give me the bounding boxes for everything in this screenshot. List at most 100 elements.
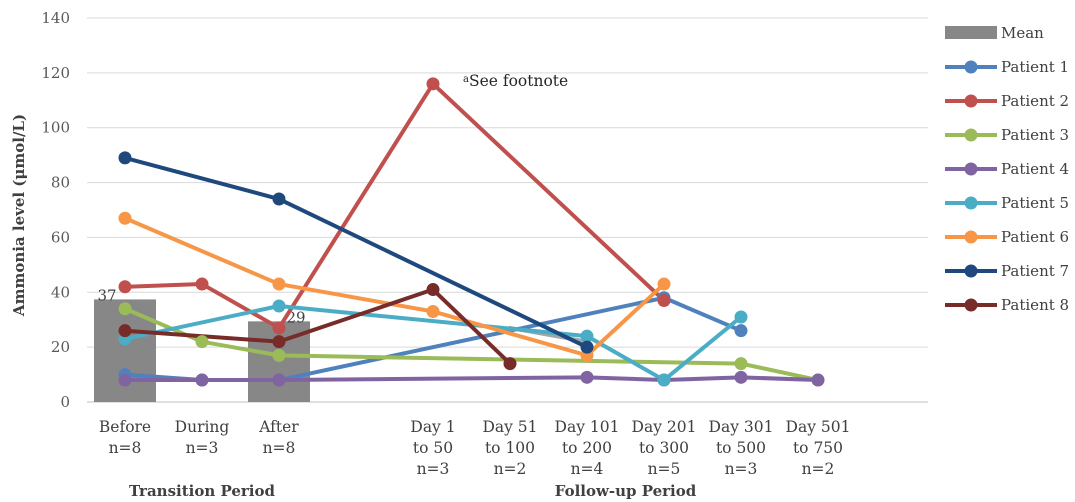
series-points bbox=[118, 77, 825, 387]
annotation-text: aSee footnote bbox=[463, 72, 568, 90]
x-tick-label: Day 101 bbox=[555, 418, 620, 436]
group-label: Transition Period bbox=[129, 482, 276, 500]
x-tick-label: Day 501 bbox=[786, 418, 851, 436]
legend-swatch-mean bbox=[945, 26, 997, 39]
mean-bar-label: 29 bbox=[286, 308, 305, 326]
data-point bbox=[195, 335, 209, 349]
series-line-patient-4 bbox=[123, 375, 820, 383]
x-axis-ticks: Before n=8 During n=3 After n=8 Day 1 to 50 n=3 D… bbox=[99, 418, 851, 478]
legend-label: Patient 2 bbox=[1001, 92, 1069, 110]
data-point bbox=[503, 357, 517, 371]
data-point bbox=[118, 324, 132, 338]
y-tick-label: 120 bbox=[41, 64, 70, 82]
group-label: Follow-up Period bbox=[555, 482, 697, 500]
x-tick-label: n=3 bbox=[186, 439, 219, 457]
x-axis-groups: Transition Period Follow-up Period bbox=[129, 482, 697, 500]
annotation-superscript: a bbox=[463, 74, 469, 85]
data-point bbox=[734, 324, 748, 338]
x-tick-label: n=2 bbox=[494, 460, 527, 478]
legend-label: Patient 6 bbox=[1001, 228, 1069, 246]
data-point bbox=[195, 277, 209, 291]
data-point bbox=[734, 370, 748, 384]
data-point bbox=[195, 373, 209, 387]
legend-swatch-marker bbox=[964, 298, 978, 312]
y-tick-label: 40 bbox=[51, 283, 70, 301]
data-point bbox=[272, 277, 286, 291]
data-point bbox=[734, 357, 748, 371]
legend-label: Patient 5 bbox=[1001, 194, 1069, 212]
annotation-body: See footnote bbox=[469, 72, 568, 90]
legend-label: Patient 1 bbox=[1001, 58, 1069, 76]
data-point bbox=[272, 321, 286, 335]
y-tick-label: 80 bbox=[51, 174, 70, 192]
legend-swatch-marker bbox=[964, 128, 978, 142]
data-point bbox=[580, 329, 594, 343]
data-point bbox=[272, 299, 286, 313]
x-tick-label: to 750 bbox=[793, 439, 843, 457]
x-tick-label: Day 1 bbox=[410, 418, 455, 436]
series-line-patient-7 bbox=[123, 155, 589, 350]
x-tick-label: n=3 bbox=[417, 460, 450, 478]
legend-swatch-marker bbox=[964, 94, 978, 108]
data-point bbox=[734, 310, 748, 324]
data-point bbox=[657, 373, 671, 387]
x-tick-label: n=8 bbox=[109, 439, 142, 457]
x-tick-label: to 300 bbox=[639, 439, 689, 457]
x-tick-label: n=4 bbox=[571, 460, 604, 478]
x-tick-label: to 50 bbox=[413, 439, 453, 457]
data-point bbox=[580, 370, 594, 384]
x-tick-label: to 200 bbox=[562, 439, 612, 457]
x-tick-label: n=5 bbox=[648, 460, 681, 478]
y-tick-label: 140 bbox=[41, 9, 70, 27]
data-point bbox=[657, 294, 671, 308]
y-axis-label: Ammonia level (μmol/L) bbox=[10, 114, 28, 317]
y-axis-ticks: 0 20 40 60 80 100 120 140 bbox=[41, 9, 70, 411]
data-point bbox=[426, 283, 440, 297]
data-point bbox=[580, 340, 594, 354]
legend-label: Patient 7 bbox=[1001, 262, 1069, 280]
y-tick-label: 20 bbox=[51, 338, 70, 356]
legend-swatch-marker bbox=[964, 60, 978, 74]
data-point bbox=[657, 277, 671, 291]
x-tick-label: During bbox=[175, 418, 230, 436]
legend-swatch-marker bbox=[964, 162, 978, 176]
data-point bbox=[118, 211, 132, 225]
x-tick-label: Day 201 bbox=[632, 418, 697, 436]
x-tick-label: Day 51 bbox=[482, 418, 537, 436]
y-tick-label: 60 bbox=[51, 228, 70, 246]
legend-label: Patient 4 bbox=[1001, 160, 1069, 178]
data-point bbox=[118, 280, 132, 294]
x-tick-label: n=2 bbox=[802, 460, 835, 478]
series-line-patient-2 bbox=[123, 81, 666, 330]
data-point bbox=[272, 192, 286, 206]
mean-bar-label: 37 bbox=[97, 286, 116, 304]
x-tick-label: to 500 bbox=[716, 439, 766, 457]
series-lines bbox=[123, 81, 820, 383]
y-tick-label: 100 bbox=[41, 119, 70, 137]
data-point bbox=[426, 304, 440, 318]
data-point bbox=[118, 373, 132, 387]
data-point bbox=[426, 77, 440, 91]
x-tick-label: After bbox=[258, 418, 299, 436]
data-point bbox=[811, 373, 825, 387]
data-point bbox=[118, 302, 132, 316]
legend-label: Patient 8 bbox=[1001, 296, 1069, 314]
data-point bbox=[272, 335, 286, 349]
x-tick-label: n=8 bbox=[263, 439, 296, 457]
x-tick-label: n=3 bbox=[725, 460, 758, 478]
x-tick-label: to 100 bbox=[485, 439, 535, 457]
legend-swatch-marker bbox=[964, 230, 978, 244]
data-point bbox=[272, 373, 286, 387]
legend-swatch-marker bbox=[964, 264, 978, 278]
y-tick-label: 0 bbox=[60, 393, 70, 411]
legend-swatch-marker bbox=[964, 196, 978, 210]
footnote-annotation: aSee footnote bbox=[463, 72, 568, 90]
legend: Mean Patient 1 Patient 2 Patient 3 Patient 4… bbox=[945, 24, 1069, 314]
data-point bbox=[118, 151, 132, 165]
x-tick-label: Before bbox=[99, 418, 151, 436]
legend-label: Patient 3 bbox=[1001, 126, 1069, 144]
data-point bbox=[272, 348, 286, 362]
x-tick-label: Day 301 bbox=[709, 418, 774, 436]
